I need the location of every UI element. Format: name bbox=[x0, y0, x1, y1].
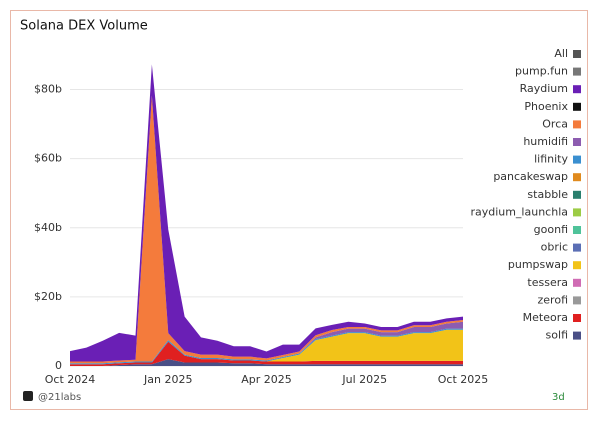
legend-swatch bbox=[573, 314, 581, 322]
y-tick-label: $60b bbox=[34, 152, 62, 165]
legend-label: goonfi bbox=[534, 223, 568, 236]
legend-swatch bbox=[573, 138, 581, 146]
legend-label: pancakeswap bbox=[493, 170, 568, 183]
x-tick-label: Apr 2025 bbox=[241, 373, 292, 386]
legend-swatch bbox=[573, 331, 581, 340]
legend-swatch bbox=[573, 173, 581, 182]
area bbox=[70, 95, 463, 364]
y-tick-label: 0 bbox=[55, 359, 62, 372]
legend-label: Phoenix bbox=[524, 100, 568, 113]
area bbox=[70, 64, 463, 362]
x-tick-label: Oct 2025 bbox=[438, 373, 489, 386]
area bbox=[70, 329, 463, 365]
area bbox=[70, 341, 463, 366]
legend-swatch bbox=[573, 155, 581, 164]
legend-label: Meteora bbox=[523, 311, 568, 324]
badge: 3d bbox=[552, 392, 565, 403]
chart-title: Solana DEX Volume bbox=[20, 19, 148, 34]
legend-label: pumpswap bbox=[508, 258, 568, 271]
y-tick-label: $20b bbox=[34, 290, 62, 303]
legend-label: Raydium bbox=[520, 82, 568, 95]
legend-swatch bbox=[573, 226, 581, 234]
area bbox=[70, 321, 463, 364]
legend-label: lifinity bbox=[534, 153, 568, 166]
legend-swatch bbox=[573, 85, 581, 94]
legend-swatch bbox=[573, 208, 581, 217]
legend-label: pump.fun bbox=[515, 65, 568, 78]
legend-swatch bbox=[573, 296, 581, 305]
x-tick-label: Oct 2024 bbox=[45, 373, 96, 386]
legend-label: solfi bbox=[546, 329, 568, 342]
legend-swatch bbox=[573, 120, 581, 129]
legend-label: stabble bbox=[527, 188, 568, 201]
legend-swatch bbox=[573, 190, 581, 199]
legend-label: zerofi bbox=[538, 293, 568, 306]
legend-swatch bbox=[573, 102, 581, 111]
y-tick-label: $80b bbox=[34, 83, 62, 96]
y-tick-label: $40b bbox=[34, 221, 62, 234]
legend-label: tessera bbox=[527, 276, 568, 289]
area bbox=[70, 95, 463, 362]
source-icon bbox=[23, 391, 33, 401]
legend-swatch bbox=[573, 261, 581, 270]
legend-label: Orca bbox=[542, 117, 568, 130]
source: @21labs bbox=[38, 392, 81, 403]
area bbox=[70, 328, 463, 365]
x-tick-label: Jul 2025 bbox=[341, 373, 387, 386]
legend-swatch bbox=[573, 243, 581, 252]
x-tick-label: Jan 2025 bbox=[143, 373, 192, 386]
legend-swatch bbox=[573, 278, 581, 287]
legend-label: humidifi bbox=[523, 135, 568, 148]
legend-label: obric bbox=[541, 241, 568, 254]
area bbox=[70, 64, 463, 352]
card bbox=[10, 10, 588, 410]
legend-label: All bbox=[554, 47, 568, 60]
legend-label: raydium_launchla bbox=[470, 205, 568, 218]
legend-swatch bbox=[573, 50, 581, 58]
legend-swatch bbox=[573, 67, 581, 76]
